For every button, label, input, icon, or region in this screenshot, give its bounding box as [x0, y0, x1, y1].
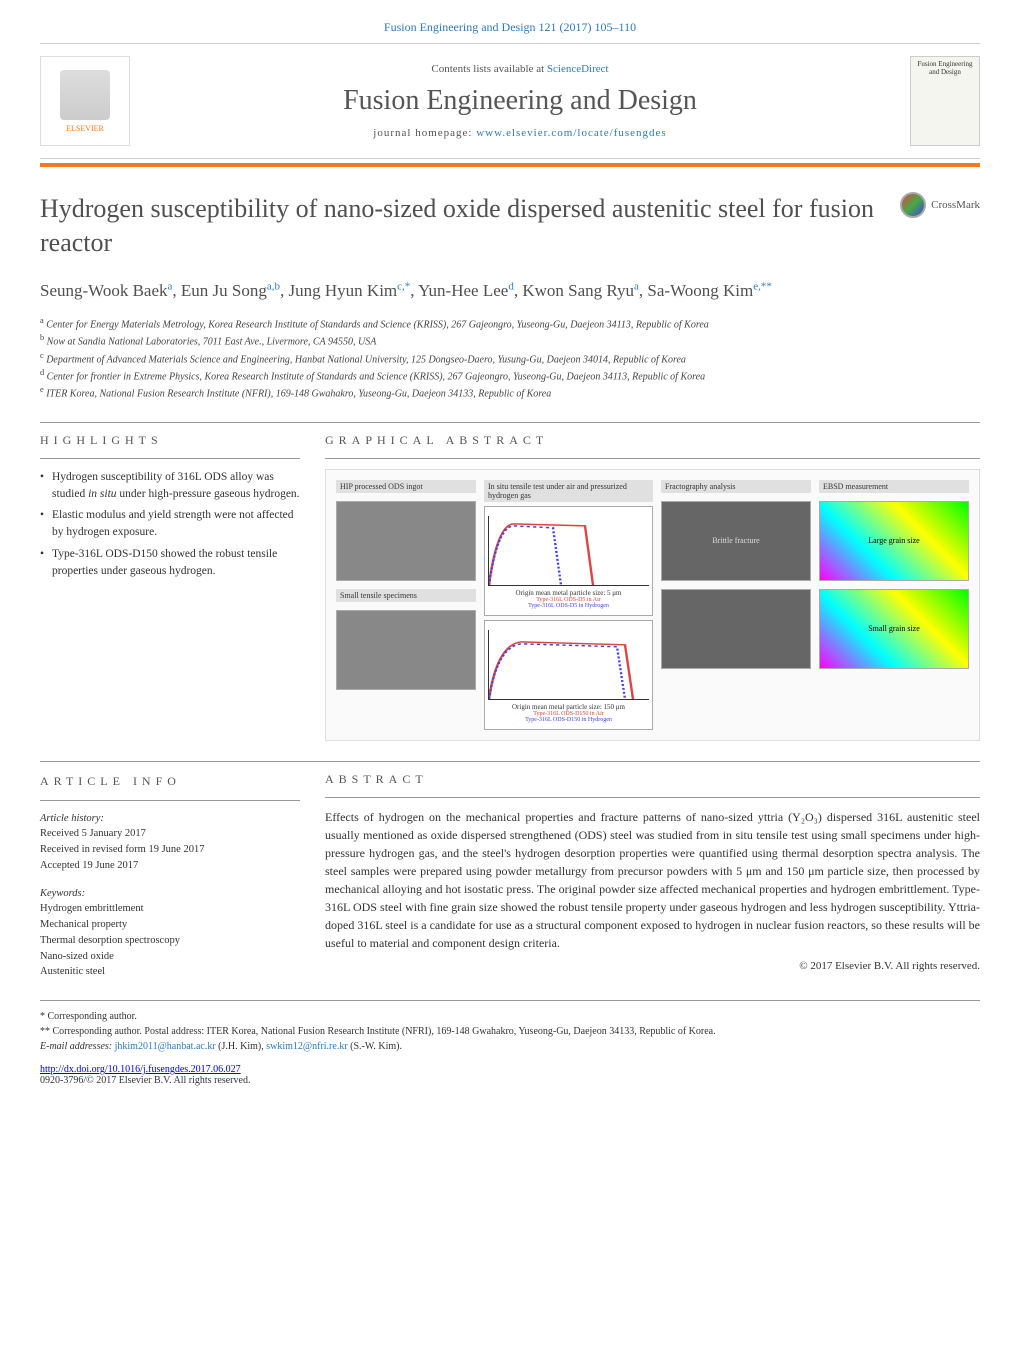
ga-fracto-label: Fractography analysis: [661, 480, 811, 493]
info-heading: ARTICLE INFO: [40, 772, 300, 790]
graphical-heading: GRAPHICAL ABSTRACT: [325, 433, 980, 448]
doi-link[interactable]: http://dx.doi.org/10.1016/j.fusengdes.20…: [40, 1064, 980, 1075]
header-center: Contents lists available at ScienceDirec…: [130, 63, 910, 139]
issn-line: 0920-3796/© 2017 Elsevier B.V. All right…: [40, 1075, 980, 1086]
received-date: Received 5 January 2017: [40, 826, 300, 842]
corresponding-1: * Corresponding author.: [40, 1009, 980, 1024]
citation-line: Fusion Engineering and Design 121 (2017)…: [40, 20, 980, 35]
affiliation-b: b Now at Sandia National Laboratories, 7…: [40, 332, 980, 349]
keyword-item: Austenitic steel: [40, 964, 300, 980]
journal-name: Fusion Engineering and Design: [130, 85, 910, 117]
email-link-1[interactable]: jhkim2011@hanbat.ac.kr: [115, 1041, 216, 1052]
affiliations: a Center for Energy Materials Metrology,…: [40, 315, 980, 402]
abstract-text: Effects of hydrogen on the mechanical pr…: [325, 808, 980, 952]
ga-insitu-label: In situ tensile test under air and press…: [484, 480, 653, 502]
abstract-section: ABSTRACT Effects of hydrogen on the mech…: [325, 772, 980, 981]
affiliation-c: c Department of Advanced Materials Scien…: [40, 350, 980, 367]
highlight-item: Elastic modulus and yield strength were …: [40, 507, 300, 542]
keyword-item: Hydrogen embrittlement: [40, 901, 300, 917]
highlight-item: Type-316L ODS-D150 showed the robust ten…: [40, 546, 300, 581]
keyword-item: Mechanical property: [40, 917, 300, 933]
article-title: Hydrogen susceptibility of nano-sized ox…: [40, 192, 900, 260]
sem-image-a: Brittle fracture: [661, 501, 811, 581]
accent-bar: [40, 163, 980, 167]
crossmark-icon: [900, 192, 926, 218]
journal-cover-thumb: Fusion Engineering and Design: [910, 56, 980, 146]
sciencedirect-link[interactable]: ScienceDirect: [547, 63, 609, 75]
highlights-graphical-row: HIGHLIGHTS Hydrogen susceptibility of 31…: [40, 433, 980, 741]
crossmark-badge[interactable]: CrossMark: [900, 192, 980, 218]
email-link-2[interactable]: swkim12@nfri.re.kr: [266, 1041, 347, 1052]
chart-b: Origin mean metal particle size: 150 μm …: [484, 620, 653, 730]
ga-ebsd-label: EBSD measurement: [819, 480, 969, 493]
highlights-heading: HIGHLIGHTS: [40, 433, 300, 448]
info-abstract-row: ARTICLE INFO Article history: Received 5…: [40, 772, 980, 981]
graphical-abstract-section: GRAPHICAL ABSTRACT HIP processed ODS ing…: [325, 433, 980, 741]
publisher-name: ELSEVIER: [66, 124, 104, 133]
keywords-label: Keywords:: [40, 886, 300, 902]
highlights-section: HIGHLIGHTS Hydrogen susceptibility of 31…: [40, 433, 300, 741]
highlight-item: Hydrogen susceptibility of 316L ODS allo…: [40, 469, 300, 504]
homepage-line: journal homepage: www.elsevier.com/locat…: [130, 127, 910, 139]
author-list: Seung-Wook Baeka, Eun Ju Songa,b, Jung H…: [40, 278, 980, 304]
divider: [40, 422, 980, 423]
journal-header: ELSEVIER Contents lists available at Sci…: [40, 43, 980, 159]
title-row: Hydrogen susceptibility of nano-sized ox…: [40, 192, 980, 260]
keyword-item: Thermal desorption spectroscopy: [40, 933, 300, 949]
keywords-block: Keywords: Hydrogen embrittlementMechanic…: [40, 886, 300, 981]
revised-date: Received in revised form 19 June 2017: [40, 842, 300, 858]
highlights-list: Hydrogen susceptibility of 316L ODS allo…: [40, 469, 300, 581]
contents-line: Contents lists available at ScienceDirec…: [130, 63, 910, 75]
keyword-item: Nano-sized oxide: [40, 949, 300, 965]
sem-image-b: [661, 589, 811, 669]
ga-specimens-photo: [336, 610, 476, 690]
affiliation-e: e ITER Korea, National Fusion Research I…: [40, 384, 980, 401]
email-line: E-mail addresses: jhkim2011@hanbat.ac.kr…: [40, 1039, 980, 1054]
copyright-line: © 2017 Elsevier B.V. All rights reserved…: [325, 960, 980, 972]
elsevier-tree-icon: [60, 70, 110, 120]
footer-notes: * Corresponding author. ** Corresponding…: [40, 1000, 980, 1054]
homepage-link[interactable]: www.elsevier.com/locate/fusengdes: [476, 127, 667, 139]
ga-ingot-photo: [336, 501, 476, 581]
graphical-abstract-figure: HIP processed ODS ingot Small tensile sp…: [325, 469, 980, 741]
ga-specimens-label: Small tensile specimens: [336, 589, 476, 602]
history-label: Article history:: [40, 811, 300, 827]
ga-ingot-label: HIP processed ODS ingot: [336, 480, 476, 493]
corresponding-2: ** Corresponding author. Postal address:…: [40, 1024, 980, 1039]
publisher-logo: ELSEVIER: [40, 56, 130, 146]
accepted-date: Accepted 19 June 2017: [40, 858, 300, 874]
affiliation-d: d Center for frontier in Extreme Physics…: [40, 367, 980, 384]
article-info-section: ARTICLE INFO Article history: Received 5…: [40, 772, 300, 981]
chart-a: Origin mean metal particle size: 5 μm Ty…: [484, 506, 653, 616]
affiliation-a: a Center for Energy Materials Metrology,…: [40, 315, 980, 332]
abstract-heading: ABSTRACT: [325, 772, 980, 787]
ebsd-image-a: Large grain size: [819, 501, 969, 581]
ebsd-image-b: Small grain size: [819, 589, 969, 669]
divider: [40, 761, 980, 762]
